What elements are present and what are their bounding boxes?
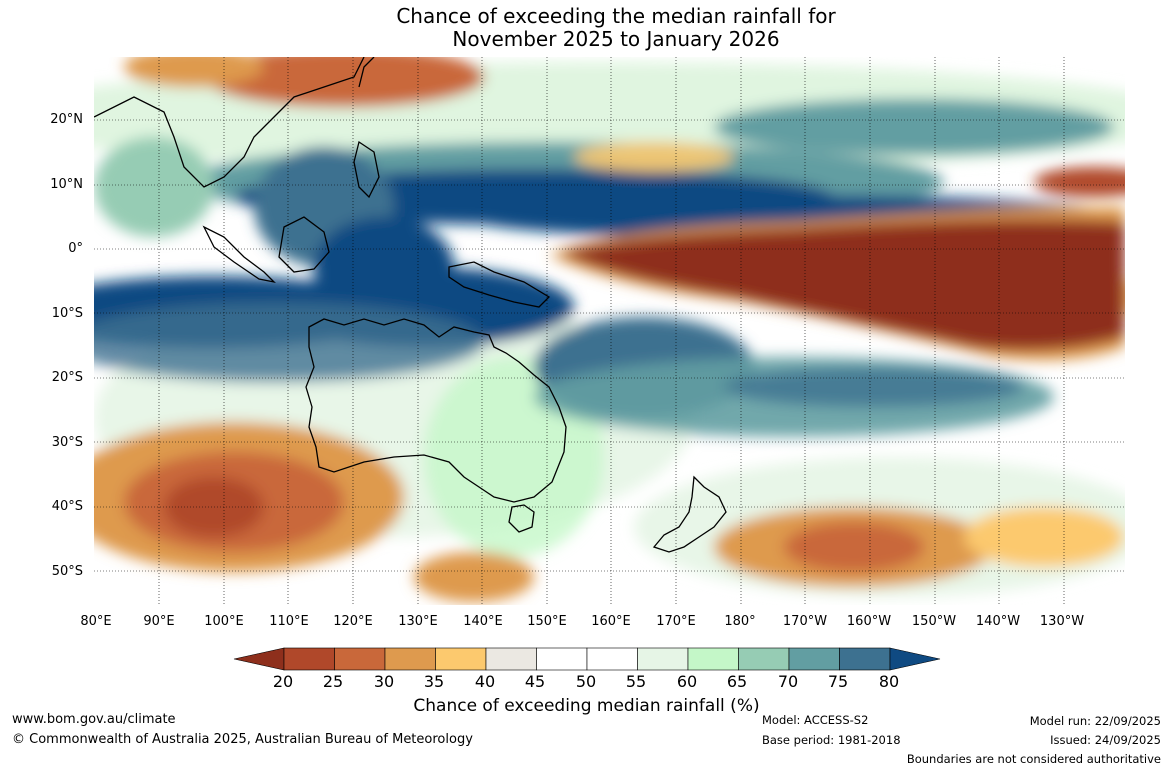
map-title-line2: November 2025 to January 2026 [452,27,780,51]
australia-coast [305,318,567,503]
lat-label-40s: 40°S [51,499,83,514]
colorbar-label-45: 45 [524,672,546,691]
map-title-line1: Chance of exceeding the median rainfall … [396,4,836,28]
lon-label-130w: 130°W [1039,614,1085,629]
base-period: Base period: 1981-2018 [762,733,901,747]
colorbar-cell [788,647,840,671]
lon-label-100e: 100°E [204,614,244,629]
philippines-coast [353,140,380,199]
asia-coast [94,57,365,188]
colorbar-cell [334,647,386,671]
lon-label-140w: 140°W [975,614,1021,629]
graticule [94,57,1125,605]
lat-label-0: 0° [68,241,83,256]
colorbar-cell [687,647,739,671]
lat-label-10s: 10°S [51,306,83,321]
lon-label-160e: 160°E [591,614,631,629]
lon-label-170w: 170°W [782,614,828,629]
lon-label-150e: 150°E [527,614,567,629]
lon-label-110e: 110°E [269,614,309,629]
copyright-text: © Commonwealth of Australia 2025, Austra… [12,732,473,747]
colorbar-label-35: 35 [423,672,445,691]
rainfall-map [94,57,1125,605]
colorbar-label-55: 55 [625,672,647,691]
model-name: Model: ACCESS-S2 [762,713,869,727]
colorbar-label-70: 70 [777,672,799,691]
colorbar-label-40: 40 [474,672,496,691]
lon-label-180: 180° [724,614,756,629]
lon-label-90e: 90°E [143,614,175,629]
lon-label-140e: 140°E [463,614,503,629]
colorbar-arrow-high [889,647,941,671]
colorbar-label-30: 30 [373,672,395,691]
issued-date: Issued: 24/09/2025 [1050,733,1161,747]
colorbar-cell [536,647,588,671]
lat-label-20s: 20°S [51,370,83,385]
colorbar-label-20: 20 [272,672,294,691]
model-run-date: Model run: 22/09/2025 [1029,714,1161,728]
colorbar-label-65: 65 [726,672,748,691]
boundaries-disclaimer: Boundaries are not considered authoritat… [906,752,1161,766]
coastlines [94,57,727,553]
lon-label-150w: 150°W [911,614,957,629]
colorbar-cell [839,647,891,671]
colorbar-label-60: 60 [676,672,698,691]
lon-label-120e: 120°E [333,614,373,629]
colorbar-cell [384,647,436,671]
colorbar-cell [283,647,335,671]
new-guinea-coast [448,261,551,308]
colorbar-cell [586,647,638,671]
lon-label-130e: 130°E [398,614,438,629]
lat-label-50s: 50°S [51,564,83,579]
colorbar-label-75: 75 [827,672,849,691]
lon-label-80e: 80°E [80,614,112,629]
sumatra-coast [202,225,276,284]
colorbar-title: Chance of exceeding median rainfall (%) [413,696,760,716]
colorbar-cell [738,647,790,671]
lon-label-170e: 170°E [656,614,696,629]
colorbar-label-25: 25 [322,672,344,691]
colorbar [233,647,941,671]
colorbar-arrow-low [233,647,285,671]
lat-label-10n: 10°N [50,177,83,192]
probability-field [94,57,1125,602]
tasmania-coast [508,504,535,533]
colorbar-cell [485,647,537,671]
colorbar-cell [637,647,689,671]
bom-url-link[interactable]: www.bom.gov.au/climate [12,712,176,727]
lon-label-160w: 160°W [846,614,892,629]
colorbar-label-50: 50 [575,672,597,691]
colorbar-cell [435,647,487,671]
colorbar-label-80: 80 [878,672,900,691]
new-zealand-coast [652,475,727,553]
lat-label-20n: 20°N [50,112,83,127]
borneo-coast [278,216,330,273]
lat-label-30s: 30°S [51,435,83,450]
